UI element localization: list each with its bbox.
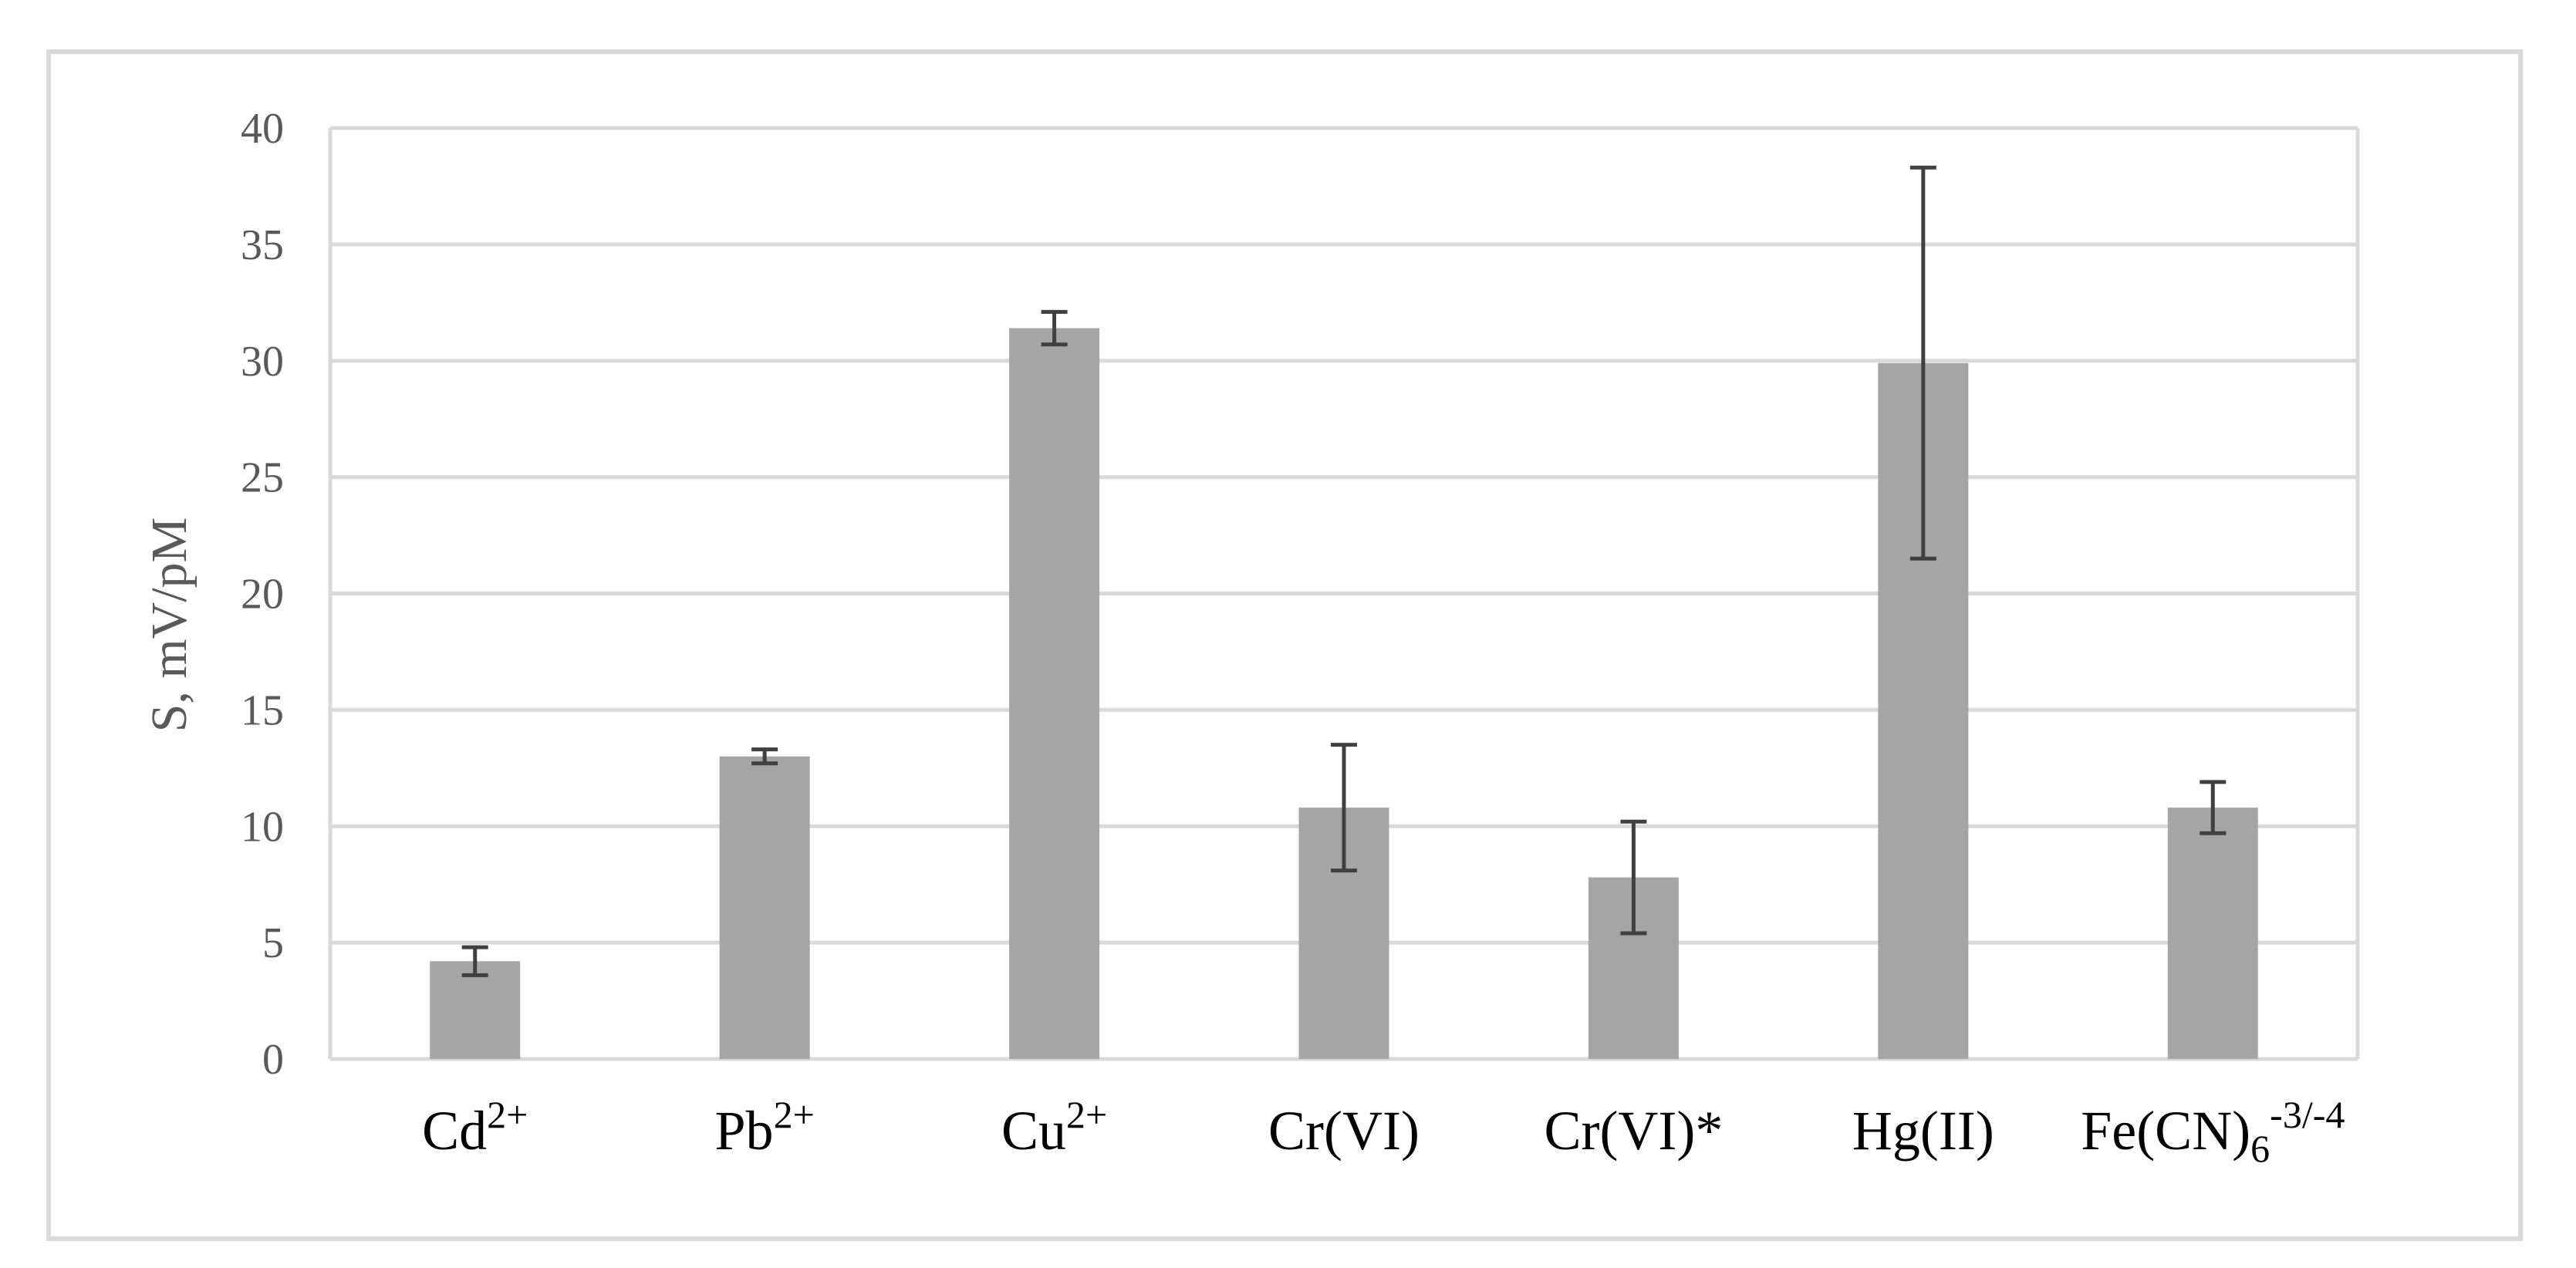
y-tick-label-5: 5: [262, 919, 284, 967]
error-bar-0: [461, 945, 488, 977]
bar-6: [2167, 808, 2258, 1059]
category-label-0: Cd2+: [422, 1093, 528, 1162]
error-bars-layer: [461, 165, 2227, 977]
y-tick-label-10: 10: [241, 803, 284, 851]
bar-2: [1009, 328, 1100, 1059]
x-axis-category-labels: Cd2+ Pb2+ Cu2+ Cr(VI) Cr(VI)* Hg(II) Fe(CN)6-3…: [422, 1093, 2345, 1170]
category-label-4: Cr(VI)*: [1544, 1100, 1723, 1162]
y-tick-label-35: 35: [241, 221, 284, 269]
bars-layer: [430, 328, 2258, 1060]
y-axis-tick-labels: 0 5 10 15 20 25 30 35 40: [241, 105, 284, 1084]
error-bar-5: [1909, 165, 1936, 561]
error-bar-1: [751, 747, 778, 766]
y-tick-label-25: 25: [241, 454, 284, 502]
y-tick-label-15: 15: [241, 686, 284, 734]
y-axis-title: S, mV/pM: [141, 518, 198, 733]
bar-1: [719, 756, 810, 1059]
error-bar-2: [1041, 309, 1068, 347]
error-bar-4: [1620, 819, 1647, 936]
grid-layer: [328, 126, 2360, 1061]
y-tick-label-40: 40: [241, 105, 284, 153]
bar-0: [430, 961, 521, 1059]
category-label-3: Cr(VI): [1268, 1100, 1420, 1162]
y-tick-label-20: 20: [241, 571, 284, 619]
error-bar-6: [2200, 780, 2227, 835]
category-label-5: Hg(II): [1852, 1100, 1994, 1162]
category-label-2: Cu2+: [1001, 1093, 1107, 1162]
chart-frame: 0 5 10 15 20 25 30 35 40 Cd2+ Pb2+ Cu2+ Cr(VI) Cr(VI…: [46, 49, 2523, 1241]
category-label-1: Pb2+: [715, 1093, 815, 1162]
bar-chart: 0 5 10 15 20 25 30 35 40 Cd2+ Pb2+ Cu2+ Cr(VI) Cr(VI…: [141, 105, 2360, 1170]
y-tick-label-0: 0: [262, 1036, 284, 1084]
error-bar-3: [1331, 743, 1357, 873]
category-label-6: Fe(CN)6-3/-4: [2081, 1093, 2345, 1170]
y-tick-label-30: 30: [241, 338, 284, 386]
